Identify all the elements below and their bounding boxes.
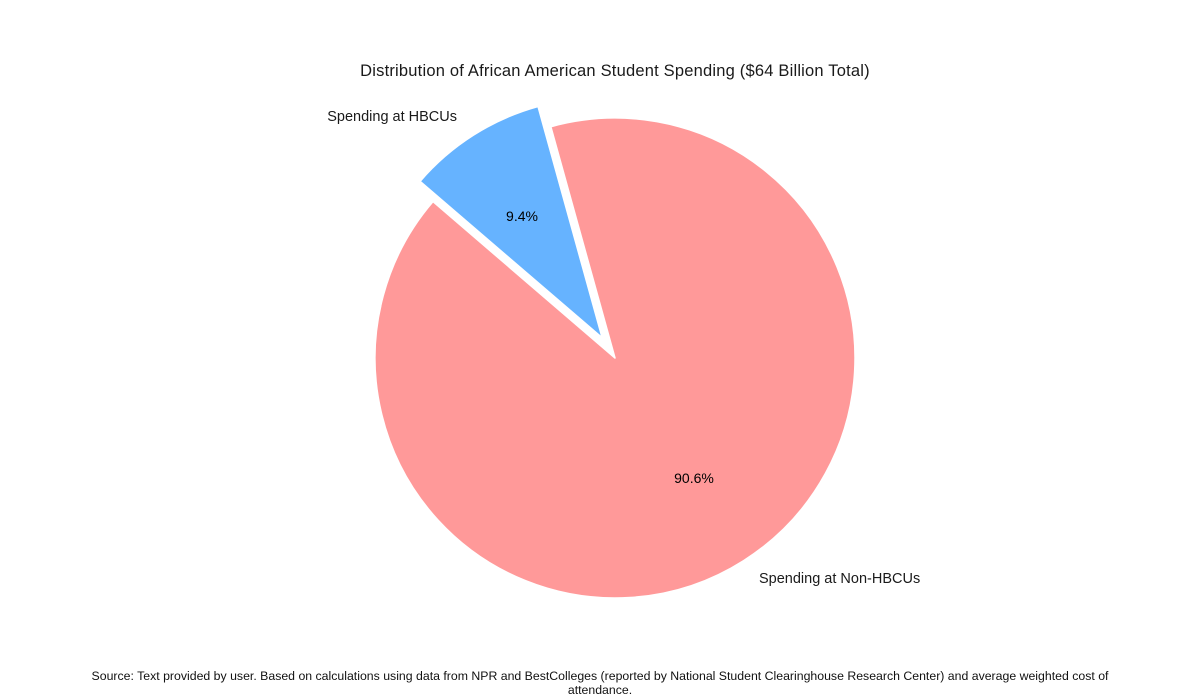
source-note-line-1: Source: Text provided by user. Based on … [92, 669, 1109, 683]
slice-label-hbcus: Spending at HBCUs [327, 109, 457, 125]
pie-slice-hbcus [419, 105, 603, 339]
percent-label-hbcus: 9.4% [506, 208, 538, 224]
slice-label-non-hbcus: Spending at Non-HBCUs [759, 571, 920, 587]
percent-label-non-hbcus: 90.6% [674, 470, 714, 486]
chart-title: Distribution of African American Student… [360, 62, 870, 80]
pie-slice-non-hbcus [374, 117, 856, 599]
source-note-line-2: attendance. [568, 683, 632, 697]
